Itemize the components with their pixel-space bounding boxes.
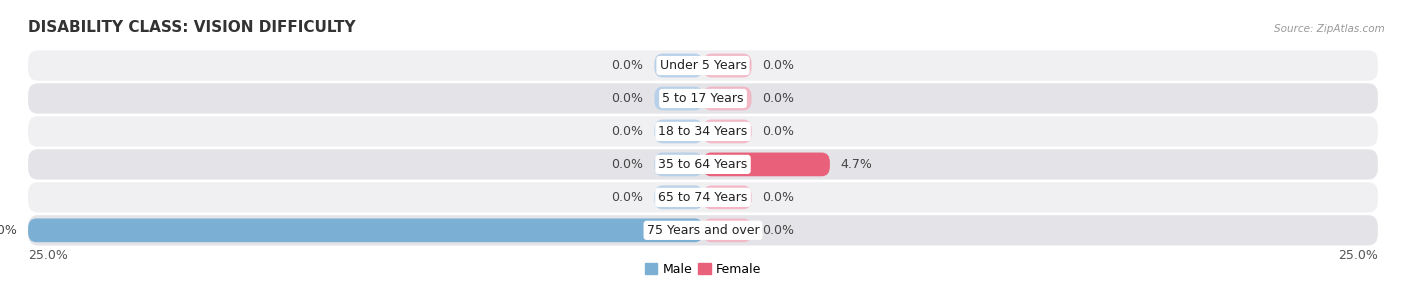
FancyBboxPatch shape: [654, 87, 703, 110]
Text: 65 to 74 Years: 65 to 74 Years: [658, 191, 748, 204]
FancyBboxPatch shape: [28, 50, 1378, 81]
Legend: Male, Female: Male, Female: [640, 258, 766, 281]
FancyBboxPatch shape: [654, 54, 703, 77]
Text: 0.0%: 0.0%: [612, 125, 644, 138]
FancyBboxPatch shape: [703, 218, 752, 242]
Text: 25.0%: 25.0%: [28, 249, 67, 262]
Text: 0.0%: 0.0%: [762, 92, 794, 105]
Text: 0.0%: 0.0%: [612, 158, 644, 171]
FancyBboxPatch shape: [654, 120, 703, 143]
Text: 35 to 64 Years: 35 to 64 Years: [658, 158, 748, 171]
FancyBboxPatch shape: [654, 152, 703, 176]
Text: 0.0%: 0.0%: [762, 191, 794, 204]
Text: DISABILITY CLASS: VISION DIFFICULTY: DISABILITY CLASS: VISION DIFFICULTY: [28, 20, 356, 35]
Text: 0.0%: 0.0%: [762, 59, 794, 72]
FancyBboxPatch shape: [703, 185, 752, 209]
Text: Source: ZipAtlas.com: Source: ZipAtlas.com: [1274, 24, 1385, 34]
FancyBboxPatch shape: [703, 120, 752, 143]
FancyBboxPatch shape: [703, 87, 752, 110]
Text: 25.0%: 25.0%: [0, 224, 17, 237]
Text: 0.0%: 0.0%: [612, 59, 644, 72]
FancyBboxPatch shape: [28, 116, 1378, 147]
Text: 0.0%: 0.0%: [762, 224, 794, 237]
FancyBboxPatch shape: [28, 83, 1378, 114]
FancyBboxPatch shape: [654, 185, 703, 209]
Text: 0.0%: 0.0%: [612, 92, 644, 105]
FancyBboxPatch shape: [28, 182, 1378, 213]
Text: 4.7%: 4.7%: [841, 158, 873, 171]
Text: 5 to 17 Years: 5 to 17 Years: [662, 92, 744, 105]
Text: 18 to 34 Years: 18 to 34 Years: [658, 125, 748, 138]
FancyBboxPatch shape: [28, 149, 1378, 180]
Text: 0.0%: 0.0%: [612, 191, 644, 204]
FancyBboxPatch shape: [703, 54, 752, 77]
Text: 25.0%: 25.0%: [1339, 249, 1378, 262]
Text: Under 5 Years: Under 5 Years: [659, 59, 747, 72]
Text: 0.0%: 0.0%: [762, 125, 794, 138]
FancyBboxPatch shape: [28, 218, 703, 242]
Text: 75 Years and over: 75 Years and over: [647, 224, 759, 237]
FancyBboxPatch shape: [28, 215, 1378, 246]
FancyBboxPatch shape: [703, 152, 830, 176]
